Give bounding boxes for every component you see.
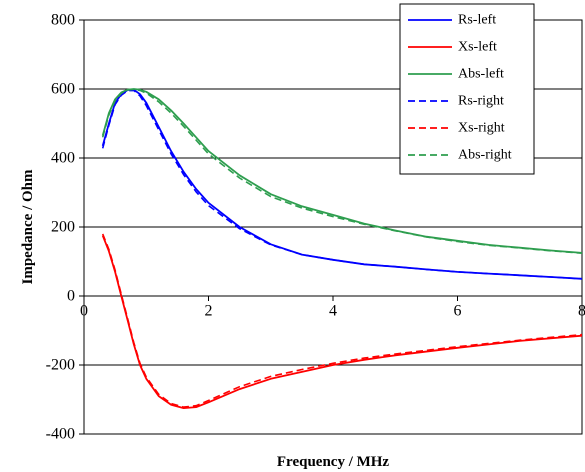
- x-tick-label: 8: [578, 302, 585, 319]
- series-line-abs-right: [101, 88, 583, 254]
- legend-label-xs-right: Xs-right: [458, 121, 505, 136]
- x-tick-label: 6: [454, 302, 462, 319]
- legend-label-xs-left: Xs-left: [458, 40, 497, 55]
- y-tick-label: 200: [51, 219, 75, 236]
- x-axis-title: Frequency / MHz: [277, 454, 390, 470]
- legend: Rs-left Xs-left Abs-left Rs-right Xs-right Ab…: [399, 3, 535, 175]
- legend-box: [399, 3, 535, 175]
- x-tick-label: 4: [329, 302, 337, 319]
- y-tick-label: -200: [46, 357, 75, 374]
- legend-label-abs-right: Abs-right: [458, 148, 512, 163]
- y-axis-title: Impedance / Ohm: [20, 169, 36, 285]
- y-axis-ticks: -400 -200 0 200 400 600 800: [46, 12, 84, 443]
- series-layer: [101, 88, 583, 410]
- legend-label-abs-left: Abs-left: [458, 67, 504, 82]
- y-tick-label: 400: [51, 150, 75, 167]
- x-tick-label: 0: [80, 302, 88, 319]
- y-tick-label: -400: [46, 426, 75, 443]
- x-tick-label: 2: [205, 302, 213, 319]
- y-tick-label: 600: [51, 81, 75, 98]
- y-tick-label: 800: [51, 12, 75, 29]
- y-tick-label: 0: [67, 288, 75, 305]
- series-line-xs-right: [101, 233, 583, 408]
- legend-label-rs-left: Rs-left: [458, 13, 496, 28]
- x-axis-ticks: 0 2 4 6 8: [80, 296, 585, 319]
- legend-label-rs-right: Rs-right: [458, 94, 504, 109]
